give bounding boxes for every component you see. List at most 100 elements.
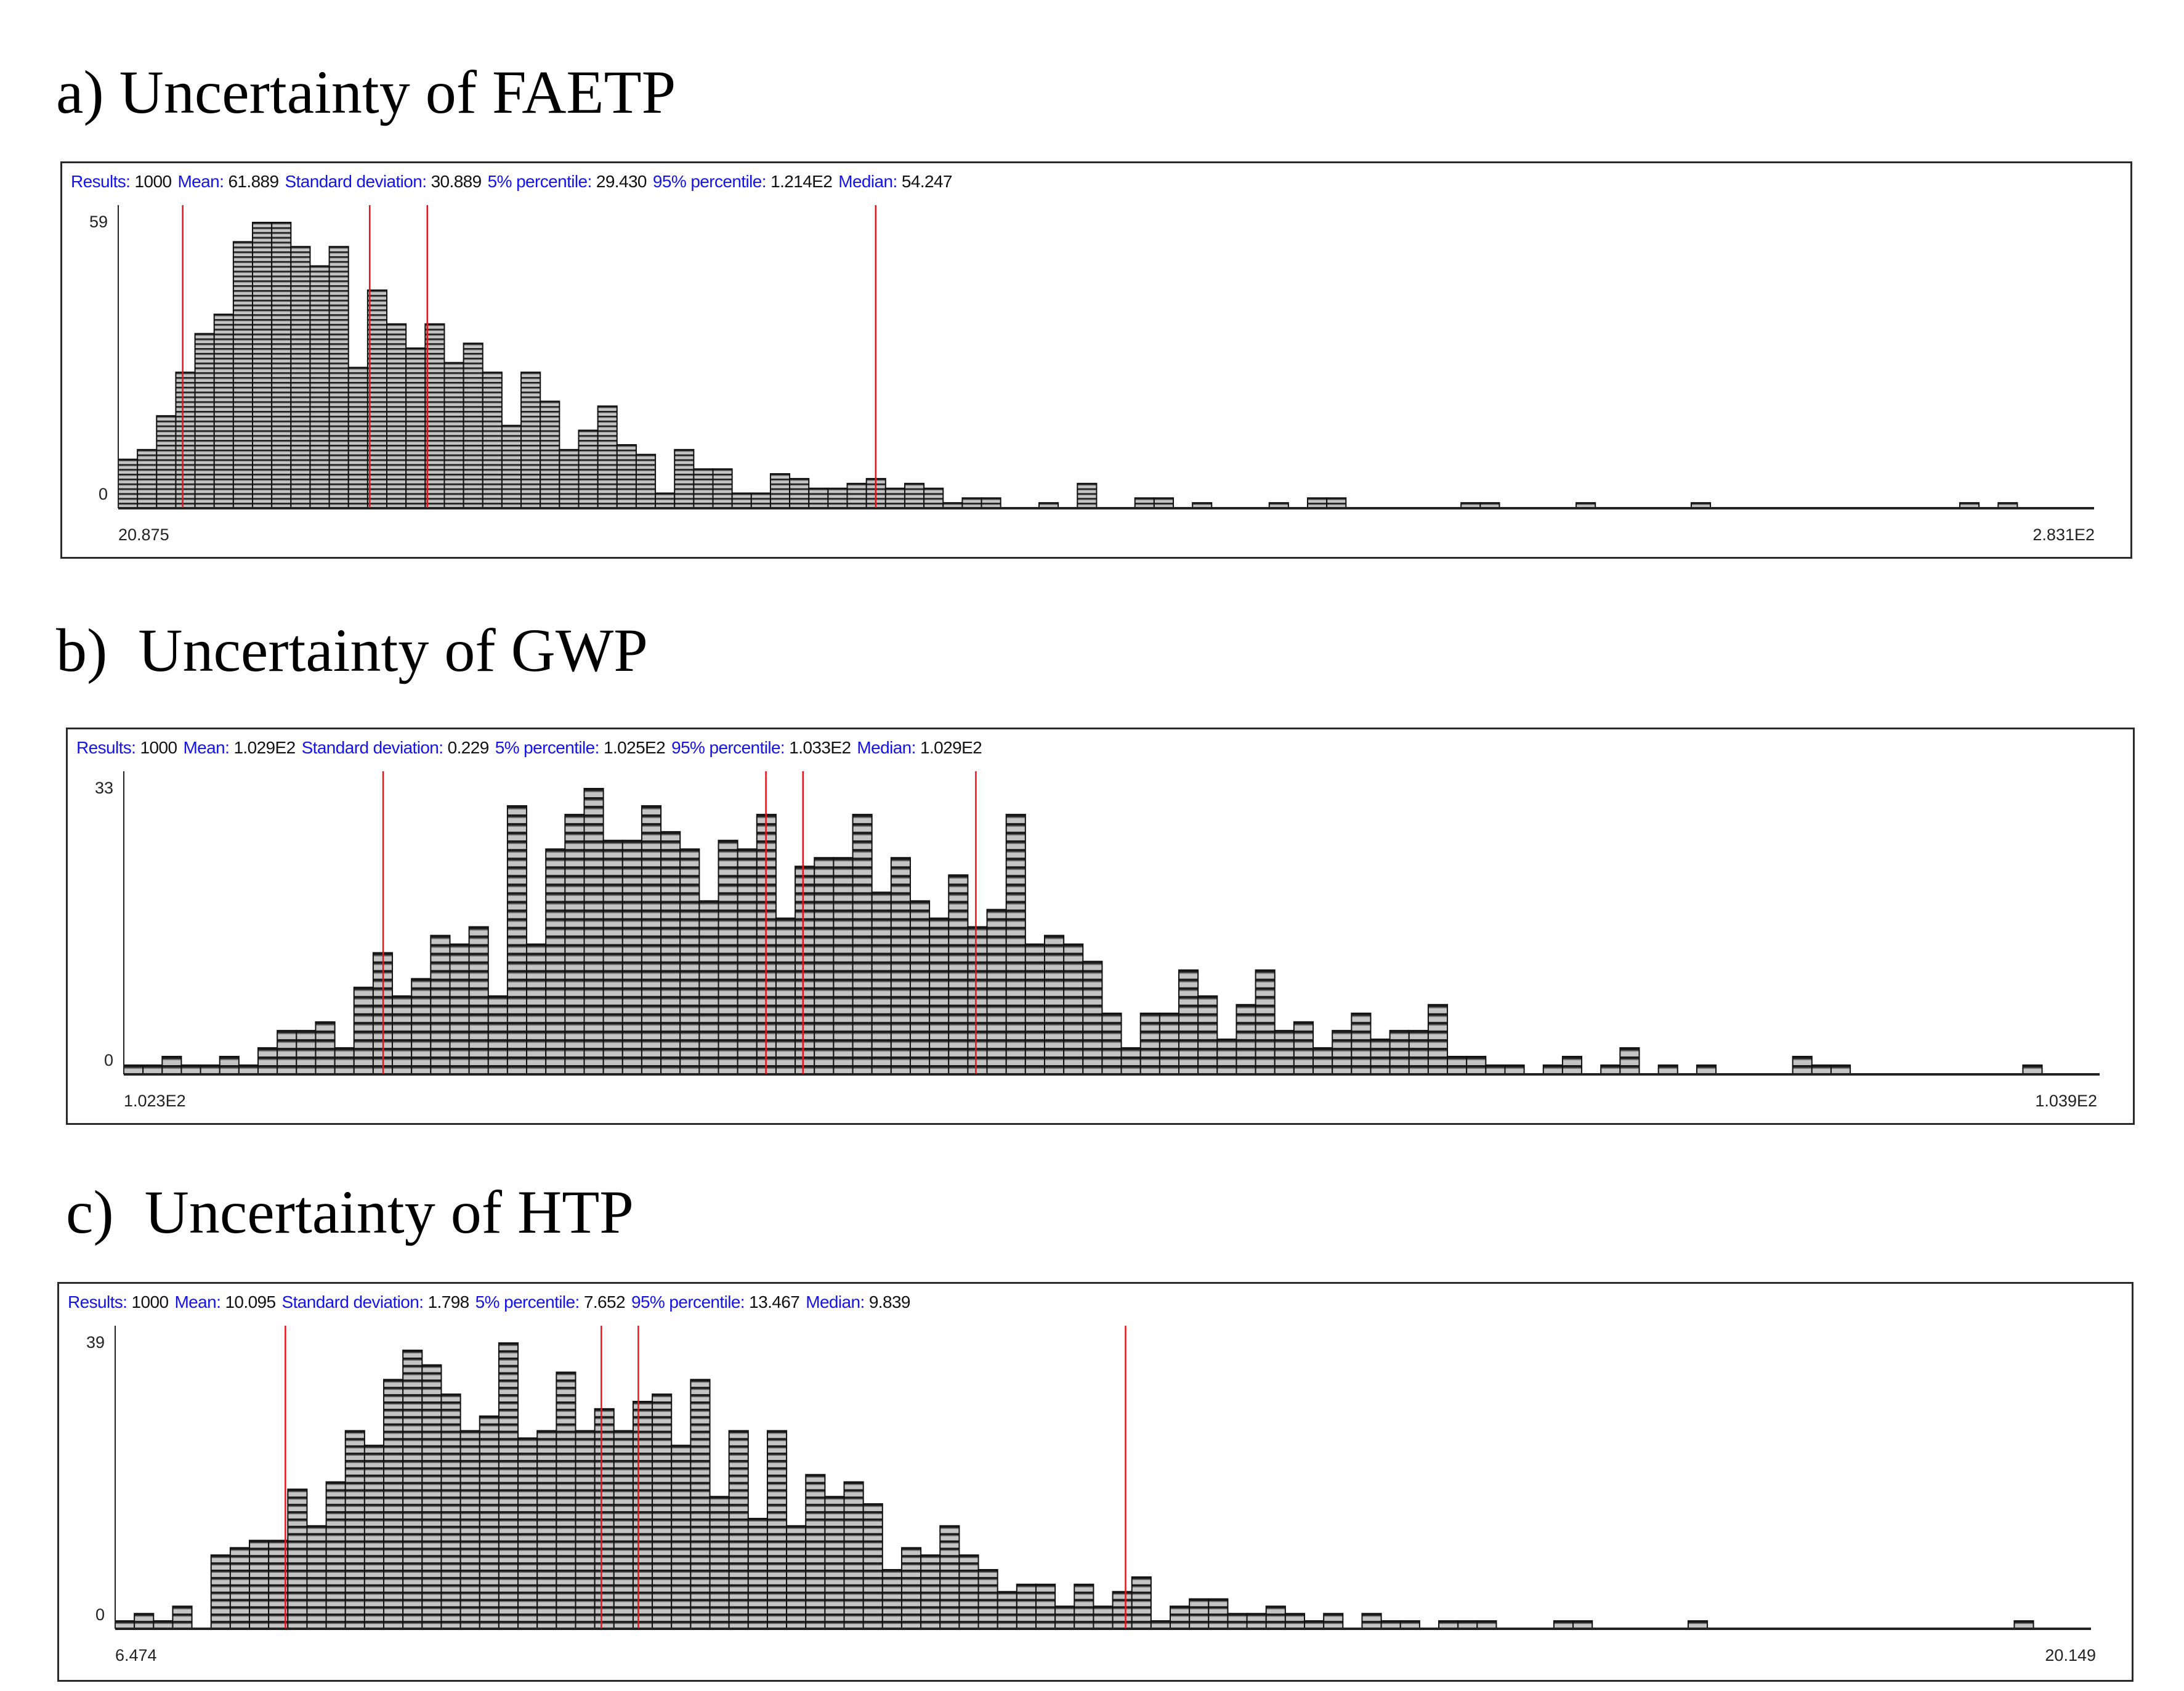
histogram-bar: [1351, 1012, 1372, 1074]
histogram-bar: [795, 866, 815, 1074]
histogram-bar: [824, 1496, 845, 1629]
histogram-bar: [1326, 497, 1347, 509]
histogram-bar: [1293, 1021, 1314, 1074]
histogram-bar: [690, 1379, 711, 1629]
panel-b-stat-label: Standard deviation:: [301, 738, 443, 757]
histogram-bar: [1380, 1620, 1401, 1629]
histogram-bar: [430, 935, 451, 1074]
histogram-bar: [153, 1620, 174, 1629]
panel-b-y-min-label: 0: [103, 1051, 113, 1069]
panel-a-stat-value: 61.889: [228, 172, 279, 191]
histogram-bar: [506, 805, 528, 1074]
panel-c-stat-label: Results:: [68, 1292, 127, 1312]
histogram-bar: [718, 840, 738, 1074]
histogram-bar: [257, 1047, 278, 1075]
histogram-bar: [440, 1393, 461, 1629]
histogram-bar: [210, 1554, 231, 1629]
histogram-bar: [1307, 497, 1328, 509]
histogram-bar: [750, 492, 771, 509]
histogram-bar: [1575, 502, 1596, 508]
histogram-bar: [238, 1064, 259, 1075]
histogram-bar: [1408, 1029, 1429, 1074]
panel-b-stat-label: Median:: [857, 738, 916, 757]
histogram-bar: [402, 1349, 423, 1629]
histogram-bar: [578, 429, 599, 508]
histogram-bar: [890, 857, 911, 1074]
histogram-bar: [709, 1496, 730, 1629]
histogram-bar: [459, 1430, 480, 1629]
histogram-bar: [1997, 502, 2018, 508]
histogram-bar: [613, 1430, 634, 1629]
histogram-bar: [249, 1539, 270, 1629]
histogram-bar: [1457, 1620, 1478, 1629]
histogram-bar: [1178, 969, 1199, 1074]
histogram-bar: [766, 1430, 788, 1629]
panel-a-stat-value: 30.889: [431, 172, 482, 191]
histogram-bar: [2013, 1620, 2034, 1629]
panel-a-histogram: Results: 1000 Mean: 61.889 Standard deviat…: [60, 161, 2132, 559]
histogram-bar: [1131, 1576, 1152, 1629]
histogram-bar: [961, 497, 982, 509]
histogram-bar: [674, 448, 695, 508]
histogram-bar: [881, 1569, 902, 1629]
histogram-bar: [559, 448, 580, 508]
panel-b-stat-label: 95% percentile:: [671, 738, 785, 757]
histogram-bar: [698, 900, 719, 1074]
histogram-bar: [200, 1064, 220, 1075]
panel-b-stat-value: 1.033E2: [789, 738, 851, 757]
histogram-bar: [344, 1430, 365, 1629]
histogram-bar: [334, 1047, 355, 1075]
histogram-bar: [1792, 1055, 1813, 1074]
histogram-bar: [1485, 1064, 1506, 1075]
histogram-bar: [1438, 1620, 1459, 1629]
histogram-bar: [1312, 1047, 1333, 1075]
histogram-bar: [1216, 1038, 1237, 1074]
histogram-bar: [1043, 935, 1065, 1074]
histogram-bar: [769, 473, 791, 509]
histogram-bar: [808, 487, 829, 508]
histogram-bar: [958, 1554, 979, 1629]
histogram-bar: [180, 1064, 201, 1075]
histogram-bar: [775, 917, 796, 1075]
panel-a-stat-label: Standard deviation:: [285, 172, 427, 191]
histogram-bar: [621, 840, 642, 1074]
histogram-bar: [1447, 1055, 1468, 1074]
histogram-bar: [271, 222, 292, 508]
histogram-bar: [487, 995, 508, 1074]
panel-b-title: b) Uncertainty of GWP: [56, 616, 648, 684]
histogram-bar: [421, 1364, 442, 1629]
histogram-bar: [449, 943, 470, 1074]
panel-a-stat-label: 5% percentile:: [487, 172, 593, 191]
histogram-bar: [479, 1415, 499, 1629]
panel-b-stat-value: 1000: [140, 738, 177, 757]
histogram-bar: [386, 323, 407, 508]
panel-a-stat-label: Median:: [838, 172, 897, 191]
histogram-bar: [1504, 1064, 1525, 1075]
histogram-bar: [660, 831, 681, 1074]
histogram-bar: [309, 265, 330, 509]
panel-b-histogram: Results: 1000 Mean: 1.029E2 Standard devia…: [66, 728, 2135, 1125]
histogram-bar: [1208, 1598, 1229, 1629]
histogram-bar: [1830, 1064, 1851, 1075]
histogram-bar: [862, 1503, 883, 1629]
panel-c-y-min-label: 0: [95, 1605, 105, 1624]
histogram-bar: [1479, 502, 1500, 508]
panel-c-x-max-label: 20.149: [2045, 1646, 2096, 1665]
histogram-bar: [967, 926, 988, 1075]
histogram-bar: [383, 1379, 404, 1629]
histogram-bar: [843, 1481, 864, 1629]
histogram-bar: [652, 1393, 673, 1629]
histogram-bar: [545, 848, 566, 1074]
histogram-bar: [1139, 1012, 1160, 1074]
panel-c-histogram: Results: 1000 Mean: 10.095 Standard deviat…: [57, 1282, 2133, 1682]
histogram-bar: [977, 1569, 998, 1629]
panel-a-stat-value: 29.430: [596, 172, 647, 191]
histogram-bar: [641, 805, 662, 1074]
histogram-bar: [517, 1437, 538, 1629]
histogram-bar: [1959, 502, 1980, 508]
histogram-bar: [1687, 1620, 1709, 1629]
panel-c-plot: [115, 1326, 2091, 1630]
histogram-bar: [1255, 969, 1276, 1074]
histogram-bar: [814, 857, 835, 1074]
histogram-bar: [1332, 1029, 1353, 1074]
